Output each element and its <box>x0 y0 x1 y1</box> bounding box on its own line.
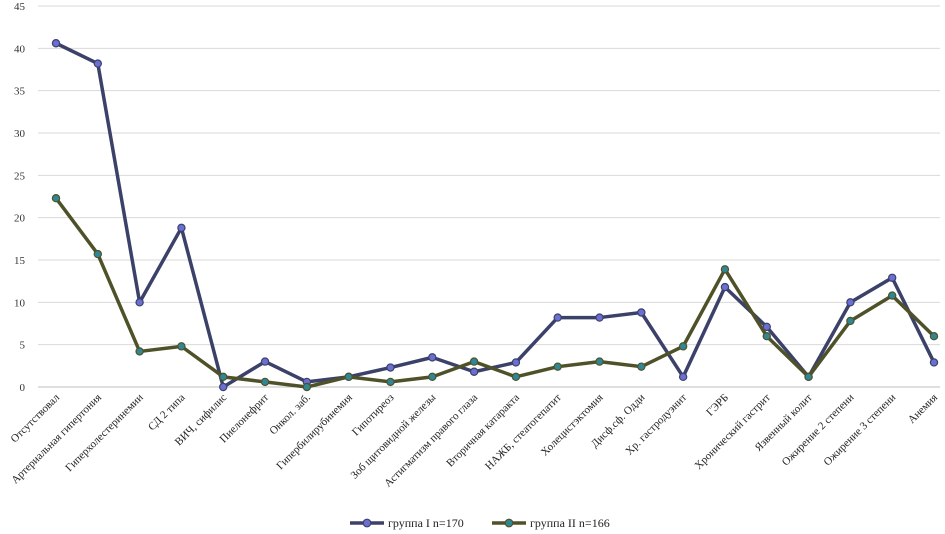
legend-label: группа II n=166 <box>530 516 610 530</box>
series-lines <box>51 39 939 392</box>
legend: группа I n=170 группа II n=166 <box>350 516 610 530</box>
series-line <box>54 196 936 389</box>
data-point <box>177 342 186 351</box>
data-point <box>428 353 437 362</box>
data-point <box>469 367 479 376</box>
data-point <box>846 298 855 307</box>
legend-item: группа II n=166 <box>492 516 610 530</box>
series-2 <box>51 193 939 392</box>
legend-swatch-marker <box>362 518 372 528</box>
data-point <box>135 347 144 356</box>
y-tick-label: 15 <box>14 255 26 267</box>
series-1 <box>51 39 939 392</box>
data-point <box>929 332 939 341</box>
x-tick-label: Гипербилирубинемия <box>274 392 354 472</box>
data-point <box>762 322 771 332</box>
x-tick-label: Ожирение 3 степени <box>822 392 899 469</box>
data-point <box>595 313 604 322</box>
data-point <box>260 357 270 366</box>
gridlines <box>38 5 940 388</box>
y-tick-label: 5 <box>20 340 26 352</box>
data-point <box>846 316 855 326</box>
data-point <box>51 39 61 48</box>
data-point <box>93 249 103 259</box>
data-point <box>135 298 144 307</box>
data-point <box>177 223 186 233</box>
y-tick-label: 35 <box>14 86 26 98</box>
legend-label: группа I n=170 <box>388 516 464 530</box>
data-point <box>553 362 562 371</box>
data-point <box>344 372 353 382</box>
legend-item: группа I n=170 <box>350 516 464 530</box>
legend-swatch-marker <box>504 518 514 528</box>
y-tick-label: 25 <box>14 170 26 182</box>
y-tick-label: 40 <box>14 43 26 55</box>
data-point <box>93 59 103 68</box>
data-point <box>887 273 897 282</box>
data-point <box>302 382 312 392</box>
data-point <box>260 377 270 387</box>
data-point <box>678 372 688 382</box>
data-point <box>469 357 479 366</box>
x-tick-label: Хронический гастрит <box>693 392 773 472</box>
y-tick-label: 45 <box>14 1 26 13</box>
data-point <box>511 372 521 382</box>
x-tick-label: Анемия <box>906 392 940 426</box>
data-point <box>219 382 228 392</box>
data-point <box>678 342 688 351</box>
x-tick-label: Вторичная катаракта <box>444 392 522 470</box>
y-tick-label: 30 <box>14 128 26 140</box>
data-point <box>929 358 939 367</box>
x-tick-label: СД 2 типа <box>146 392 188 434</box>
y-tick-label: 10 <box>14 297 26 309</box>
x-tick-label: Зоб щитовидной железы <box>348 391 438 481</box>
data-point <box>511 358 521 367</box>
data-point <box>720 265 730 274</box>
data-point <box>428 372 437 382</box>
x-tick-label: Гиперхолестеринемии <box>63 392 146 475</box>
data-point <box>386 377 395 387</box>
data-point <box>553 313 562 322</box>
data-point <box>637 362 646 371</box>
y-tick-label: 20 <box>14 213 26 225</box>
data-point <box>804 372 813 382</box>
x-tick-label: ГЭРБ <box>704 392 731 419</box>
x-tick-label: НАЖБ, стеатогепатит <box>483 392 564 473</box>
data-point <box>637 308 646 317</box>
x-tick-label: Ожирение 2 степени <box>780 392 857 469</box>
y-axis-tick-labels: 0 5 10 15 20 25 30 35 40 45 <box>14 1 26 394</box>
series-line <box>54 41 936 389</box>
y-tick-label: 0 <box>20 382 26 394</box>
data-point <box>887 291 897 300</box>
data-point <box>720 282 730 292</box>
data-point <box>219 372 228 382</box>
data-point <box>51 193 61 203</box>
data-point <box>595 357 604 366</box>
data-point <box>386 363 395 372</box>
data-point <box>762 332 771 341</box>
